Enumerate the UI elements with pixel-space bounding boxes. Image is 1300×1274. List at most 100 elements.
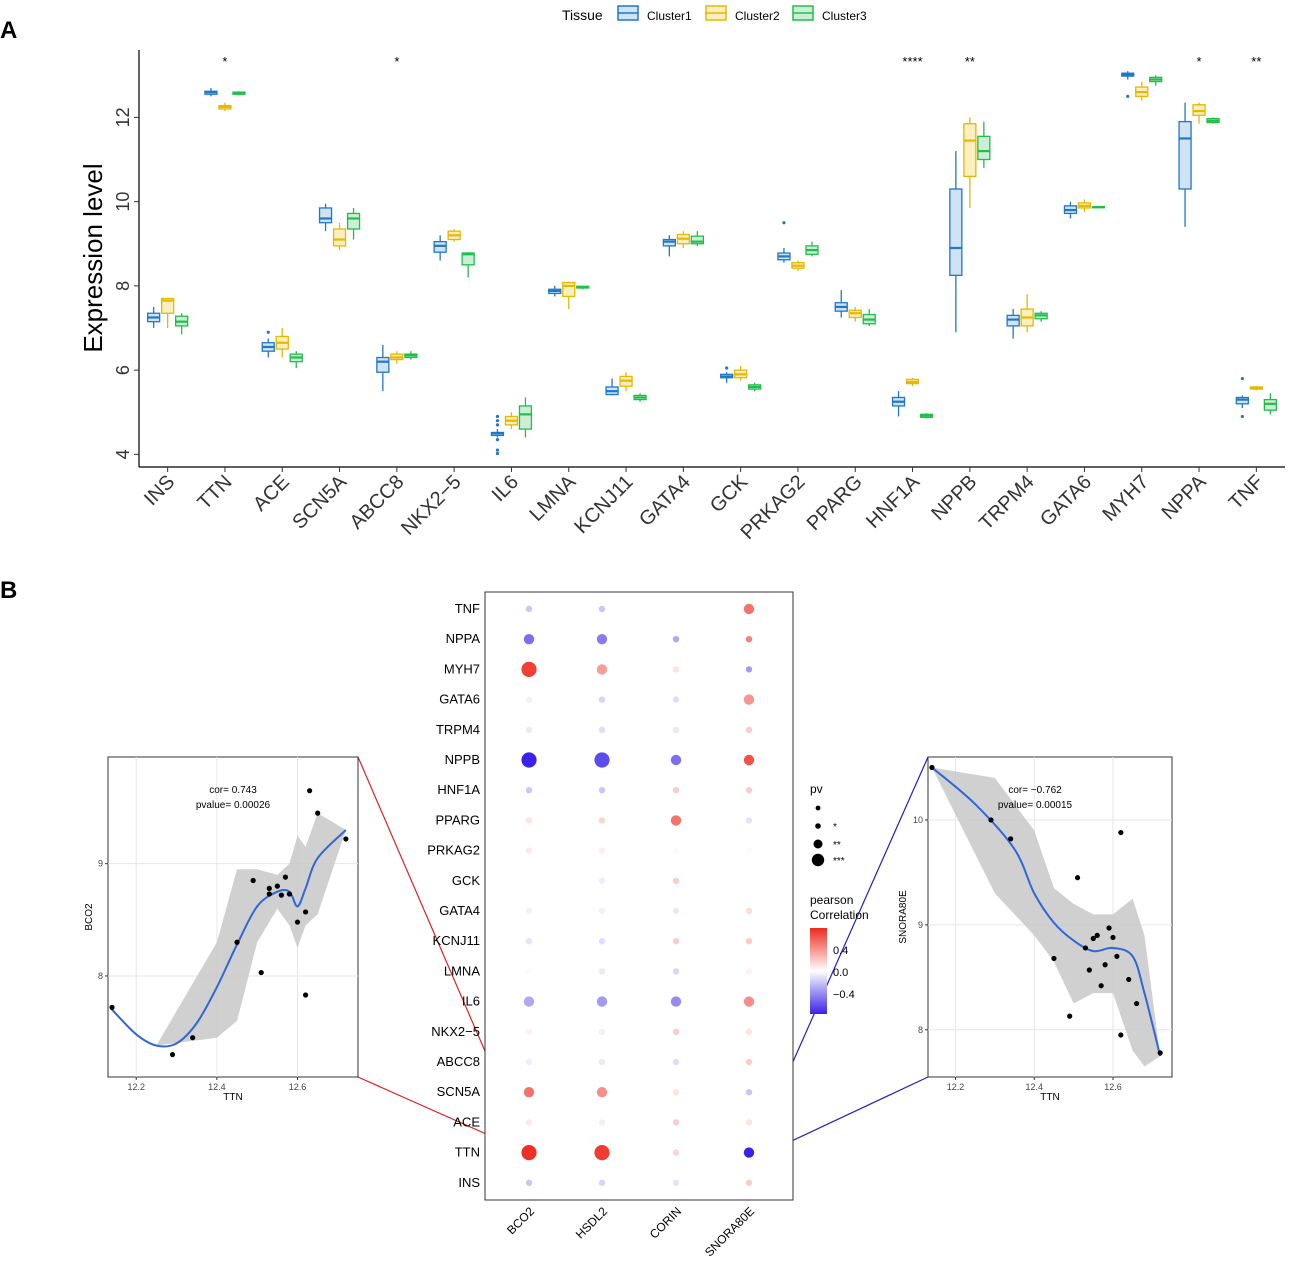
- correlation-dot: [745, 817, 753, 824]
- gene-label: SCN5A: [437, 1084, 481, 1099]
- correlation-dot: [745, 726, 753, 733]
- significance-mark: **: [1251, 54, 1261, 69]
- scatter-point: [169, 1051, 176, 1058]
- legend-pv-label: **: [833, 840, 841, 851]
- x-tick-label: NPPA: [1158, 471, 1211, 524]
- scatter-point: [307, 788, 313, 794]
- gene-label: GATA6: [439, 692, 480, 707]
- box-cluster3: [518, 405, 533, 430]
- significance-mark: *: [222, 54, 227, 69]
- scatter-point: [1126, 976, 1132, 983]
- correlation-dot: [743, 996, 755, 1007]
- smooth-line: [931, 766, 1162, 1057]
- gene-label: ACE: [453, 1114, 480, 1129]
- confidence-ribbon: [112, 813, 346, 1046]
- correlation-dot: [596, 664, 608, 675]
- dot-plot-panel: TNF NPPA MYH7 GATA6 TRPM4 NPPB HNF1A PPARG PRKAG…: [427, 591, 794, 1259]
- right-scatter-cor: cor= −0.762: [1008, 785, 1062, 796]
- correlation-dot: [598, 847, 606, 854]
- y-tick-label: 9: [918, 920, 923, 930]
- scatter-point: [988, 817, 994, 823]
- gene-label: TRPM4: [436, 722, 480, 737]
- panel-a-significance: * * **** ** * **: [222, 54, 1261, 69]
- gene-label: LMNA: [444, 963, 480, 978]
- gene-label: TNF: [455, 601, 480, 616]
- correlation-dot: [672, 847, 680, 854]
- y-tick-label: 8: [113, 281, 133, 291]
- scatter-point: [286, 891, 293, 897]
- legend-corr-label-mid: 0.0: [833, 967, 848, 979]
- gene-label: NKX2−5: [431, 1024, 480, 1039]
- correlation-dot: [745, 907, 753, 915]
- correlation-dot: [672, 938, 680, 945]
- scatter-point: [294, 919, 301, 925]
- scatter-point: [1118, 829, 1124, 836]
- box-cluster2: [160, 297, 175, 314]
- box-outlier: [266, 330, 270, 334]
- correlation-dot: [743, 603, 755, 615]
- correlation-dot: [521, 661, 537, 678]
- correlation-dot: [743, 754, 755, 766]
- correlation-dot: [745, 1028, 753, 1036]
- correlation-dot: [598, 817, 606, 824]
- correlation-dot: [525, 787, 533, 794]
- legend-pv-label: *: [833, 822, 837, 833]
- box-cluster3: [977, 135, 991, 161]
- box-cluster2: [332, 228, 347, 247]
- correlation-dot: [596, 634, 608, 645]
- left-scatter-ribbon: [112, 813, 346, 1046]
- x-tick-label: ACE: [249, 471, 294, 516]
- correlation-dot: [745, 877, 753, 884]
- correlation-dot: [598, 787, 606, 794]
- scatter-point: [1106, 925, 1112, 931]
- box-cluster2: [963, 123, 977, 178]
- scatter-point: [1074, 875, 1081, 881]
- legend-corr-colorbar: [810, 928, 827, 1014]
- correlation-dot: [525, 696, 533, 703]
- correlation-dot: [525, 907, 533, 915]
- significance-mark: **: [965, 54, 975, 69]
- left-scatter-cor: cor= 0.743: [209, 785, 257, 796]
- correlation-dot: [525, 605, 533, 613]
- y-tick-label: 9: [98, 859, 103, 869]
- correlation-dot: [670, 815, 682, 826]
- box-cluster1: [376, 356, 390, 373]
- correlation-dot: [598, 696, 606, 703]
- box-cluster1: [318, 207, 333, 224]
- scatter-point: [1157, 1050, 1163, 1056]
- correlation-dot: [672, 1119, 680, 1126]
- correlation-dot: [670, 754, 682, 766]
- left-scatter-y-label: BCO2: [84, 903, 95, 931]
- y-tick-label: 12: [113, 107, 133, 127]
- correlation-dot: [745, 1119, 753, 1126]
- correlation-dot: [743, 1147, 755, 1158]
- scatter-point: [274, 883, 280, 889]
- y-tick-label: 6: [113, 365, 133, 375]
- correlation-dot: [525, 1179, 533, 1187]
- gene-label: HNF1A: [437, 782, 480, 797]
- correlation-dot: [598, 605, 606, 613]
- correlation-dot: [523, 1087, 535, 1098]
- target-label: HSDL2: [573, 1204, 610, 1241]
- x-tick-label: TTN: [193, 471, 236, 514]
- scatter-point: [1086, 967, 1092, 973]
- correlation-dot: [672, 696, 680, 703]
- scatter-point: [1114, 953, 1120, 959]
- correlation-dot: [745, 1179, 753, 1187]
- correlation-dot: [672, 636, 680, 643]
- x-tick-label: TNF: [1225, 471, 1268, 514]
- x-tick-label: TRPM4: [975, 471, 1038, 534]
- legend-corr-label-low: −0.4: [833, 989, 855, 1001]
- correlation-dot: [745, 636, 753, 643]
- correlation-dot: [523, 634, 535, 645]
- scatter-point: [343, 836, 349, 842]
- scatter-point: [302, 909, 309, 915]
- correlation-dot: [745, 968, 753, 975]
- legend-label-cluster1: Cluster1: [647, 9, 692, 23]
- correlation-dot: [525, 1119, 533, 1126]
- right-scatter-y-label: SNORA80E: [898, 890, 909, 944]
- correlation-dot: [670, 996, 682, 1007]
